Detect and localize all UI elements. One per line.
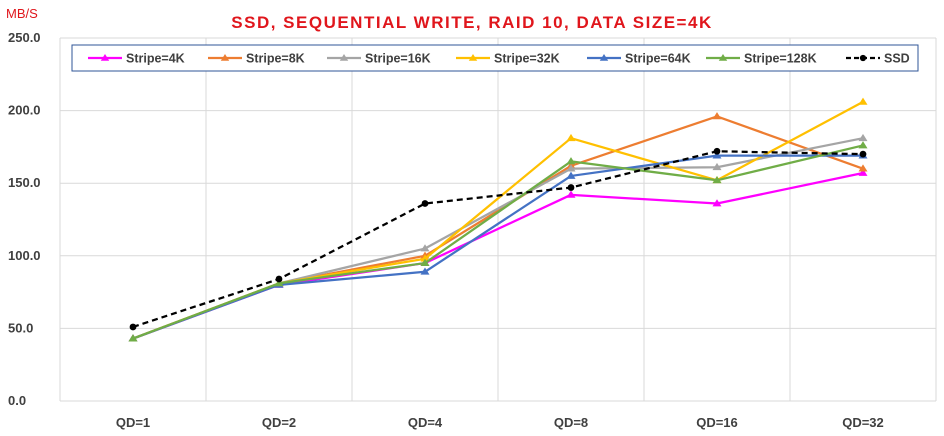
data-point (274, 279, 284, 287)
data-point (858, 133, 868, 142)
data-point (420, 267, 430, 275)
y-tick-label: 50.0 (8, 320, 33, 335)
legend-label: Stripe=8K (246, 52, 305, 66)
series-line (132, 154, 863, 340)
data-point (339, 53, 349, 61)
data-point (566, 171, 576, 179)
data-point (858, 141, 868, 149)
grid (59, 37, 937, 402)
data-point (712, 175, 722, 184)
y-tick-label: 150.0 (8, 175, 41, 190)
data-point (712, 199, 722, 207)
data-point (718, 53, 728, 61)
x-tick-label: QD=4 (408, 415, 443, 430)
series-stripe-128k (128, 141, 868, 342)
legend-label: Stripe=32K (494, 52, 560, 66)
data-point (712, 151, 722, 159)
data-point (859, 54, 867, 62)
legend-item: Stripe=128K (706, 52, 817, 66)
legend-label: Stripe=16K (365, 52, 431, 66)
series-ssd (129, 147, 867, 331)
data-point (100, 53, 110, 61)
y-tick-label: 0.0 (8, 393, 26, 408)
data-point (420, 258, 430, 266)
series-line (132, 150, 864, 329)
y-tick-label: 250.0 (8, 30, 41, 45)
data-point (421, 200, 429, 207)
data-point (566, 190, 576, 198)
data-point (420, 254, 430, 262)
legend-label: SSD (884, 52, 910, 66)
legend: Stripe=4K Stripe=8K Stripe=16K Stripe=32K St… (71, 44, 919, 72)
series-stripe-64k (128, 151, 868, 342)
data-point (858, 97, 868, 105)
data-point (420, 244, 430, 252)
legend-item: Stripe=4K (88, 52, 185, 66)
data-point (858, 164, 868, 172)
x-tick-label: QD=32 (842, 415, 884, 430)
data-point (712, 162, 722, 171)
legend-label: Stripe=128K (744, 52, 817, 66)
data-point (566, 164, 576, 172)
legend-item: SSD (846, 52, 910, 66)
data-point (566, 157, 576, 165)
legend-item: Stripe=32K (456, 52, 560, 66)
data-point (712, 112, 722, 120)
x-tick-label: QD=2 (262, 415, 296, 430)
chart-title: SSD, SEQUENTIAL WRITE, RAID 10, DATA SIZ… (231, 13, 712, 32)
data-point (858, 168, 868, 176)
legend-item: Stripe=16K (327, 52, 431, 66)
data-point (859, 150, 867, 158)
y-tick-label: 200.0 (8, 103, 41, 118)
data-point (220, 53, 230, 61)
legend-item: Stripe=64K (587, 52, 691, 66)
data-point (713, 147, 721, 155)
legend-label: Stripe=4K (126, 52, 185, 66)
data-point (468, 53, 478, 61)
legend-item: Stripe=8K (208, 52, 305, 66)
x-tick-label: QD=16 (696, 415, 738, 430)
legend-label: Stripe=64K (625, 52, 691, 66)
data-point (275, 275, 283, 283)
axes: 0.0 50.0 100.0 150.0 200.0 250.0 QD=1 QD=2 QD=4 Q… (8, 30, 884, 430)
x-tick-label: QD=8 (554, 415, 588, 430)
data-point (567, 184, 575, 191)
y-tick-label: 100.0 (8, 248, 41, 263)
series-lines (128, 97, 868, 342)
y-axis-unit-label: MB/S (6, 6, 38, 21)
data-point (128, 334, 138, 342)
x-tick-label: QD=1 (116, 415, 150, 430)
series-line (132, 144, 864, 340)
data-point (599, 53, 609, 61)
data-point (566, 133, 576, 142)
data-point (129, 323, 137, 331)
